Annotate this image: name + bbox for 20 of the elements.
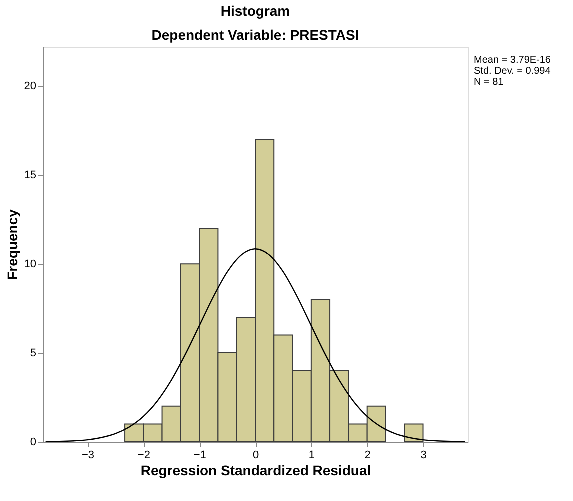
- chart-subtitle: Dependent Variable: PRESTASI: [152, 27, 360, 43]
- x-tick-label: 3: [420, 450, 427, 462]
- y-tick-label: 15: [24, 170, 36, 182]
- x-tick-label: 0: [252, 450, 260, 462]
- x-axis-title: Regression Standardized Residual: [140, 462, 372, 478]
- y-tick-label: 0: [30, 436, 36, 448]
- text: N = 81: [474, 77, 504, 88]
- y-tick-label: 5: [30, 348, 36, 360]
- chart-title: Histogram: [220, 3, 290, 19]
- y-axis-title: Frequency: [4, 209, 20, 280]
- x-tick-label: −3: [82, 450, 95, 462]
- y-tick-label: 10: [24, 258, 36, 271]
- text: Std. Dev. = 0.994: [474, 66, 552, 77]
- x-tick-label: 2: [364, 450, 371, 462]
- line-series: [45, 248, 466, 442]
- y-tick-label: 20: [24, 80, 36, 93]
- x-tick-label: −1: [194, 450, 206, 462]
- x-tick-label: −2: [138, 450, 150, 462]
- text: Mean = 3.79E-16: [474, 55, 552, 66]
- x-tick-label: 1: [308, 450, 315, 462]
